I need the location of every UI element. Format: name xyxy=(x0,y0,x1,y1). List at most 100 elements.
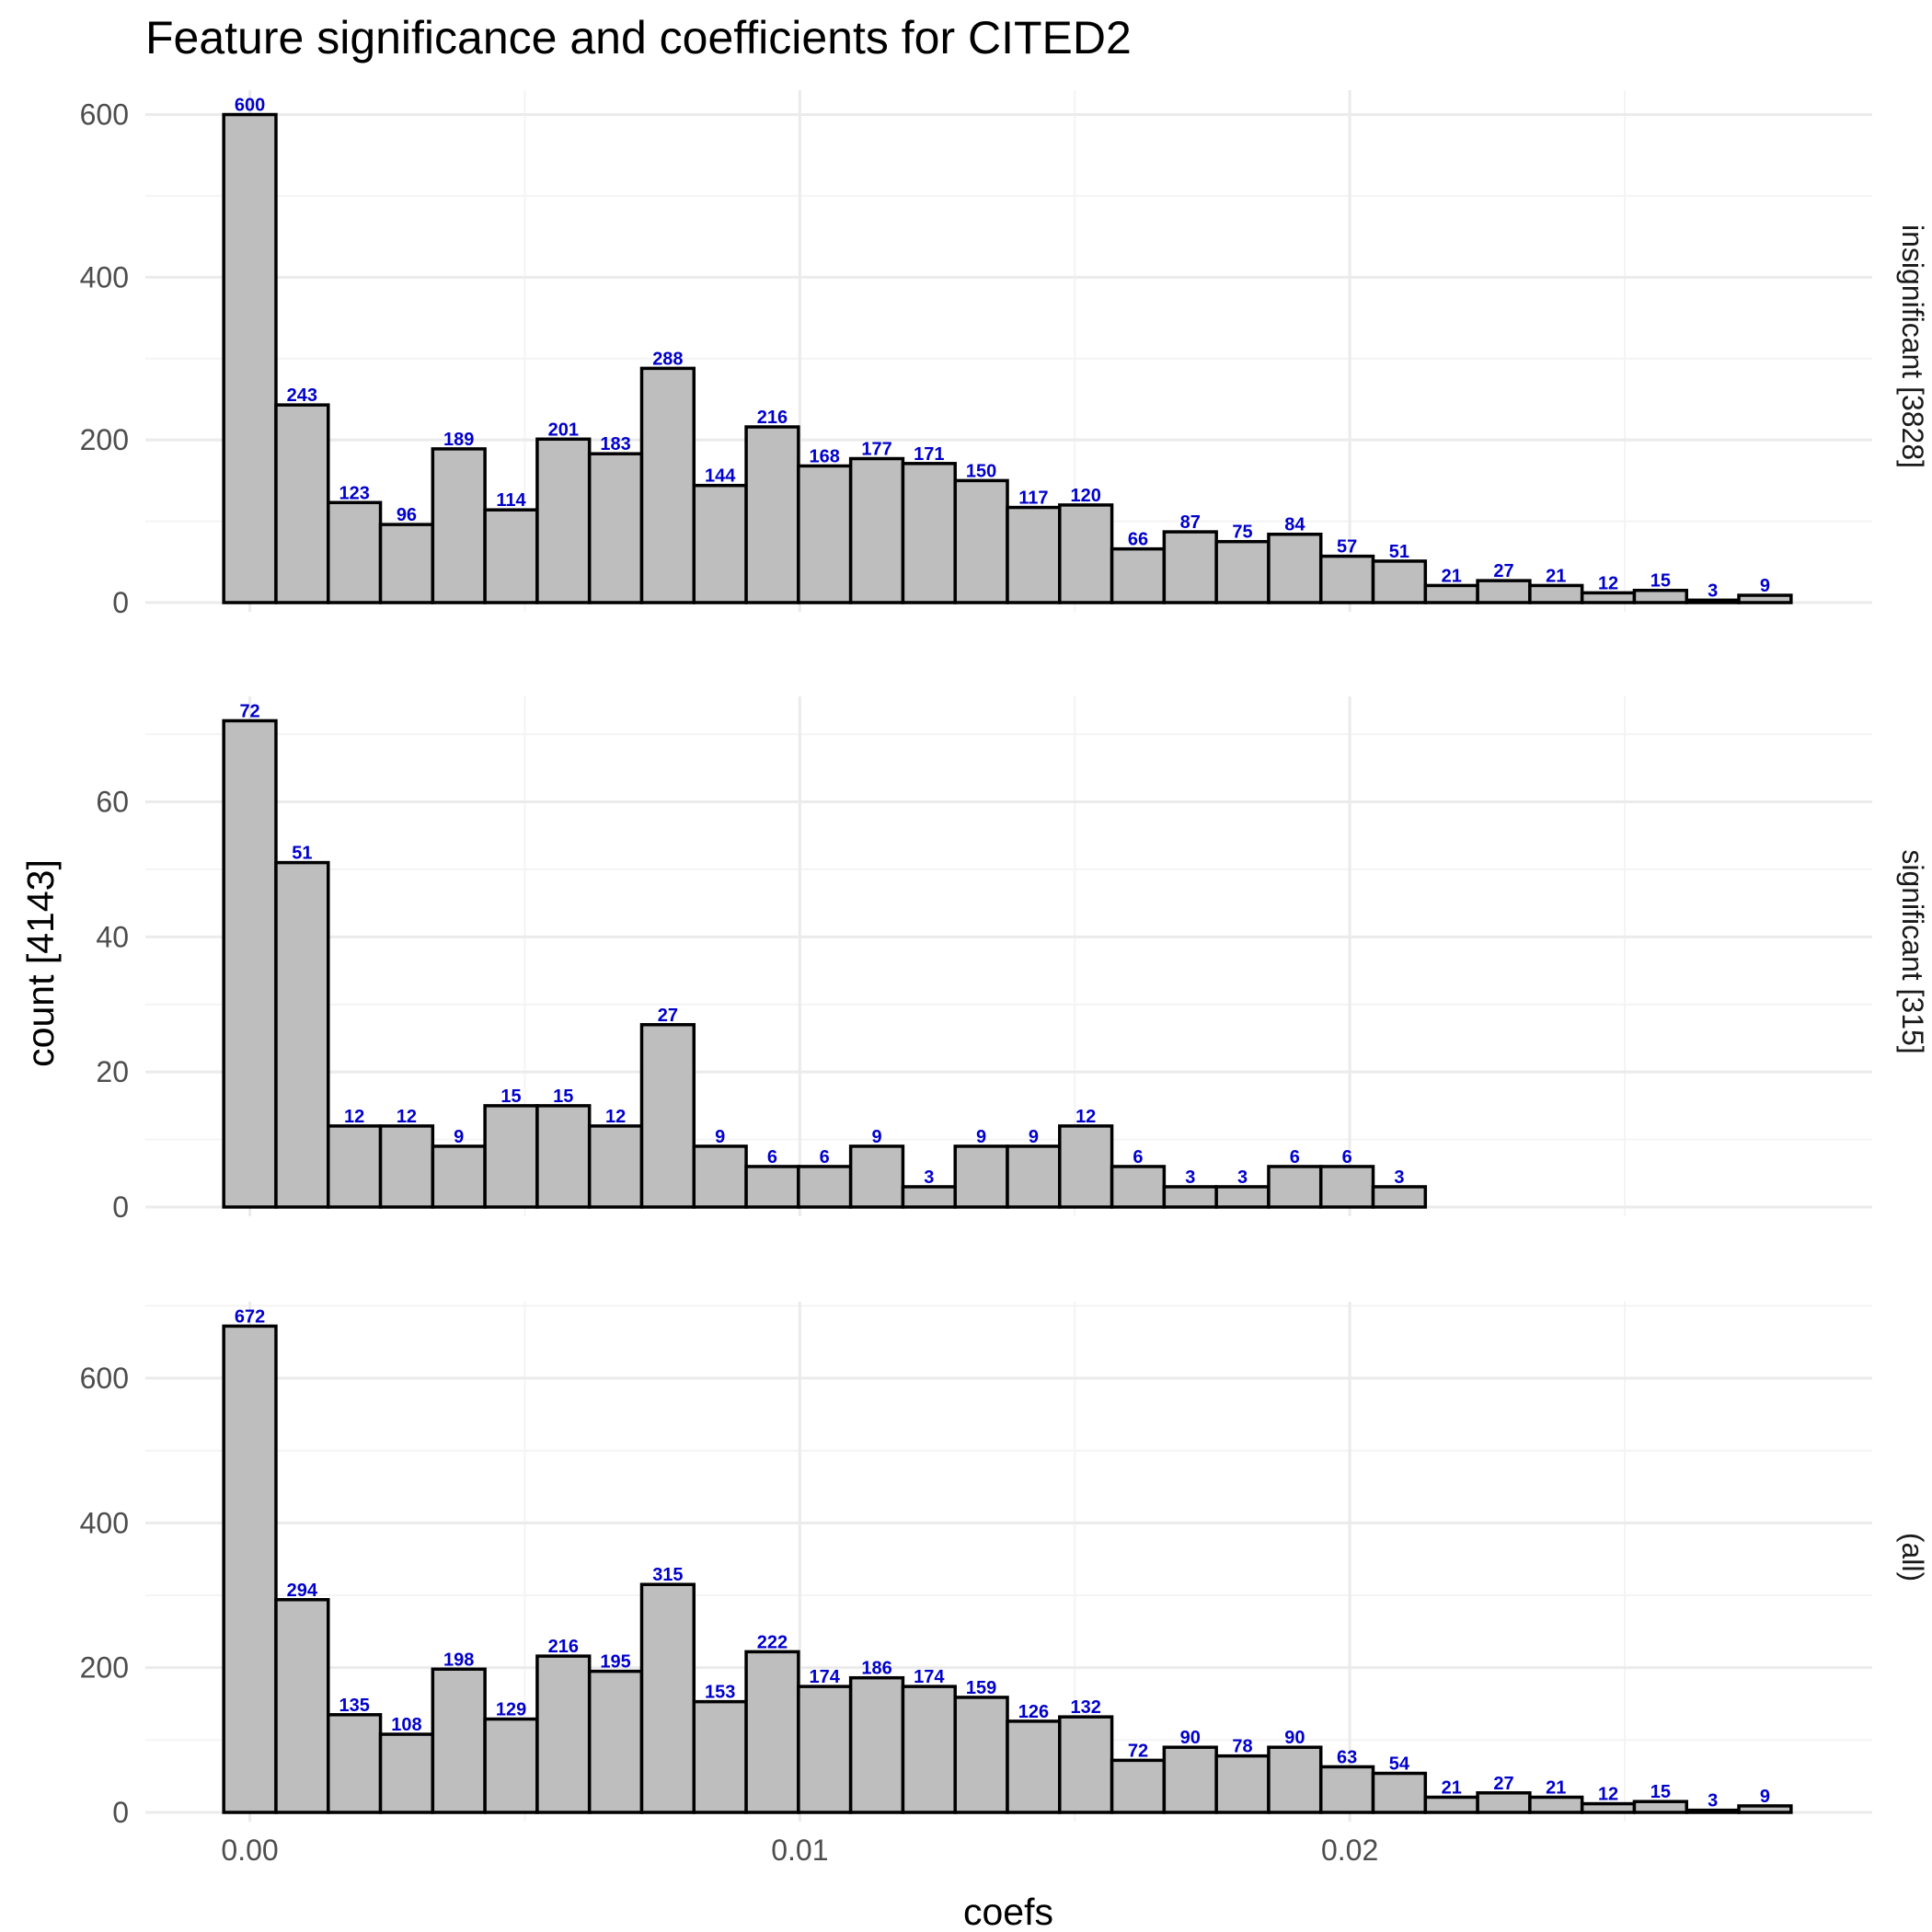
facet-strip-label: (all) xyxy=(1896,1533,1929,1581)
histogram-bar xyxy=(222,112,278,604)
bar-value-label: 201 xyxy=(548,420,579,440)
histogram-bar xyxy=(848,1144,905,1209)
histogram-bar xyxy=(1162,1185,1218,1209)
histogram-bar xyxy=(1371,1185,1428,1209)
bar-value-label: 315 xyxy=(652,1565,683,1585)
bar-value-label: 6 xyxy=(1342,1147,1352,1167)
y-tick-label: 600 xyxy=(80,1362,129,1395)
bar-value-label: 9 xyxy=(976,1127,986,1147)
bar-value-label: 120 xyxy=(1071,486,1101,506)
x-tick-label: 0.00 xyxy=(221,1834,278,1867)
facet-strip-label: significant [315] xyxy=(1896,849,1929,1053)
y-axis-title: count [4143] xyxy=(19,859,62,1067)
y-tick-label: 200 xyxy=(80,1651,129,1685)
y-tick-label: 400 xyxy=(80,1506,129,1539)
bar-value-label: 189 xyxy=(443,430,474,450)
bar-value-label: 75 xyxy=(1232,523,1252,543)
bar-value-label: 12 xyxy=(1598,1785,1618,1805)
bar-value-label: 54 xyxy=(1389,1754,1410,1775)
histogram-bar xyxy=(1214,539,1271,604)
bar-value-label: 90 xyxy=(1284,1728,1305,1748)
bar-value-label: 132 xyxy=(1071,1697,1101,1718)
bar-value-label: 72 xyxy=(239,701,259,721)
histogram-bar xyxy=(1371,559,1428,604)
histogram-bar xyxy=(1318,1765,1375,1814)
histogram-bar xyxy=(483,508,539,604)
histogram-bar xyxy=(274,1598,330,1814)
histogram-bar xyxy=(848,456,905,604)
bar-value-label: 9 xyxy=(715,1127,725,1147)
histogram-bar xyxy=(744,425,800,604)
bar-value-label: 9 xyxy=(871,1127,881,1147)
histogram-bar xyxy=(901,1185,957,1209)
histogram-bar xyxy=(639,1582,696,1814)
bar-value-label: 159 xyxy=(966,1678,996,1698)
histogram-bar xyxy=(1110,1758,1167,1814)
bar-value-label: 123 xyxy=(339,483,369,503)
histogram-bar xyxy=(535,1654,592,1814)
bar-value-label: 3 xyxy=(1394,1167,1404,1188)
histogram-bar xyxy=(692,483,748,604)
histogram-bar xyxy=(1580,591,1637,604)
y-tick-label: 0 xyxy=(112,586,129,619)
bar-value-label: 9 xyxy=(1760,1787,1770,1807)
bar-value-label: 9 xyxy=(1029,1127,1039,1147)
bar-value-label: 108 xyxy=(391,1715,421,1735)
bar-value-label: 294 xyxy=(287,1581,318,1601)
bar-value-label: 6 xyxy=(1290,1147,1300,1167)
histogram-bar xyxy=(431,1144,487,1209)
histogram-bar xyxy=(431,447,487,604)
bar-value-label: 96 xyxy=(397,505,417,525)
bar-value-label: 672 xyxy=(235,1306,265,1327)
bar-value-label: 6 xyxy=(820,1147,830,1167)
histogram-bar xyxy=(378,1124,435,1209)
bar-value-label: 153 xyxy=(705,1683,735,1703)
histogram-bar xyxy=(901,462,957,604)
bar-value-label: 3 xyxy=(1708,1791,1718,1811)
bar-value-label: 222 xyxy=(757,1632,788,1652)
bar-value-label: 171 xyxy=(914,444,944,465)
bar-value-label: 3 xyxy=(924,1167,934,1188)
bar-value-label: 27 xyxy=(658,1006,678,1026)
bar-value-label: 9 xyxy=(1760,576,1770,596)
y-tick-label: 40 xyxy=(96,920,129,953)
histogram-bar xyxy=(1214,1185,1271,1209)
bar-value-label: 12 xyxy=(397,1107,417,1127)
histogram-bar xyxy=(222,1324,278,1814)
bar-value-label: 84 xyxy=(1284,515,1305,535)
bar-value-label: 12 xyxy=(344,1107,364,1127)
histogram-bar xyxy=(848,1675,905,1814)
histogram-bar xyxy=(953,1144,1009,1209)
y-tick-label: 400 xyxy=(80,260,129,293)
histogram-bar xyxy=(1632,588,1689,604)
y-tick-label: 0 xyxy=(112,1796,129,1829)
histogram-bar xyxy=(1371,1771,1428,1814)
histogram-bar xyxy=(744,1165,800,1209)
bar-value-label: 243 xyxy=(287,385,317,406)
histogram-bar xyxy=(483,1104,539,1209)
histogram-bar xyxy=(327,1713,383,1814)
bar-value-label: 144 xyxy=(705,466,736,487)
histogram-bar xyxy=(587,452,644,604)
histogram-bar xyxy=(1006,1144,1062,1209)
bar-value-label: 216 xyxy=(548,1637,579,1657)
histogram-bar xyxy=(1110,1165,1167,1209)
bar-value-label: 9 xyxy=(454,1127,464,1147)
bar-value-label: 174 xyxy=(810,1667,841,1687)
bar-value-label: 3 xyxy=(1237,1167,1248,1188)
bar-value-label: 51 xyxy=(292,844,312,864)
bar-value-label: 21 xyxy=(1442,1777,1462,1798)
facet-panel: 0 20 40 60 72 51 12 12 9 15 15 12 27 9 6 6 9 3 9 9 12 6 3 3 6 6 3 s… xyxy=(96,696,1929,1224)
bar-value-label: 21 xyxy=(1546,566,1566,586)
histogram-bar xyxy=(692,1144,748,1209)
bar-value-label: 288 xyxy=(652,349,683,369)
histogram-bar xyxy=(1110,546,1167,604)
bar-value-label: 66 xyxy=(1128,530,1148,550)
bar-value-label: 126 xyxy=(1018,1702,1049,1722)
bar-value-label: 129 xyxy=(496,1700,526,1720)
bar-value-label: 87 xyxy=(1180,512,1201,533)
bar-value-label: 27 xyxy=(1493,1774,1513,1794)
histogram-bar xyxy=(1476,579,1532,604)
bar-value-label: 15 xyxy=(1650,1782,1671,1802)
bar-value-label: 12 xyxy=(1075,1107,1096,1127)
